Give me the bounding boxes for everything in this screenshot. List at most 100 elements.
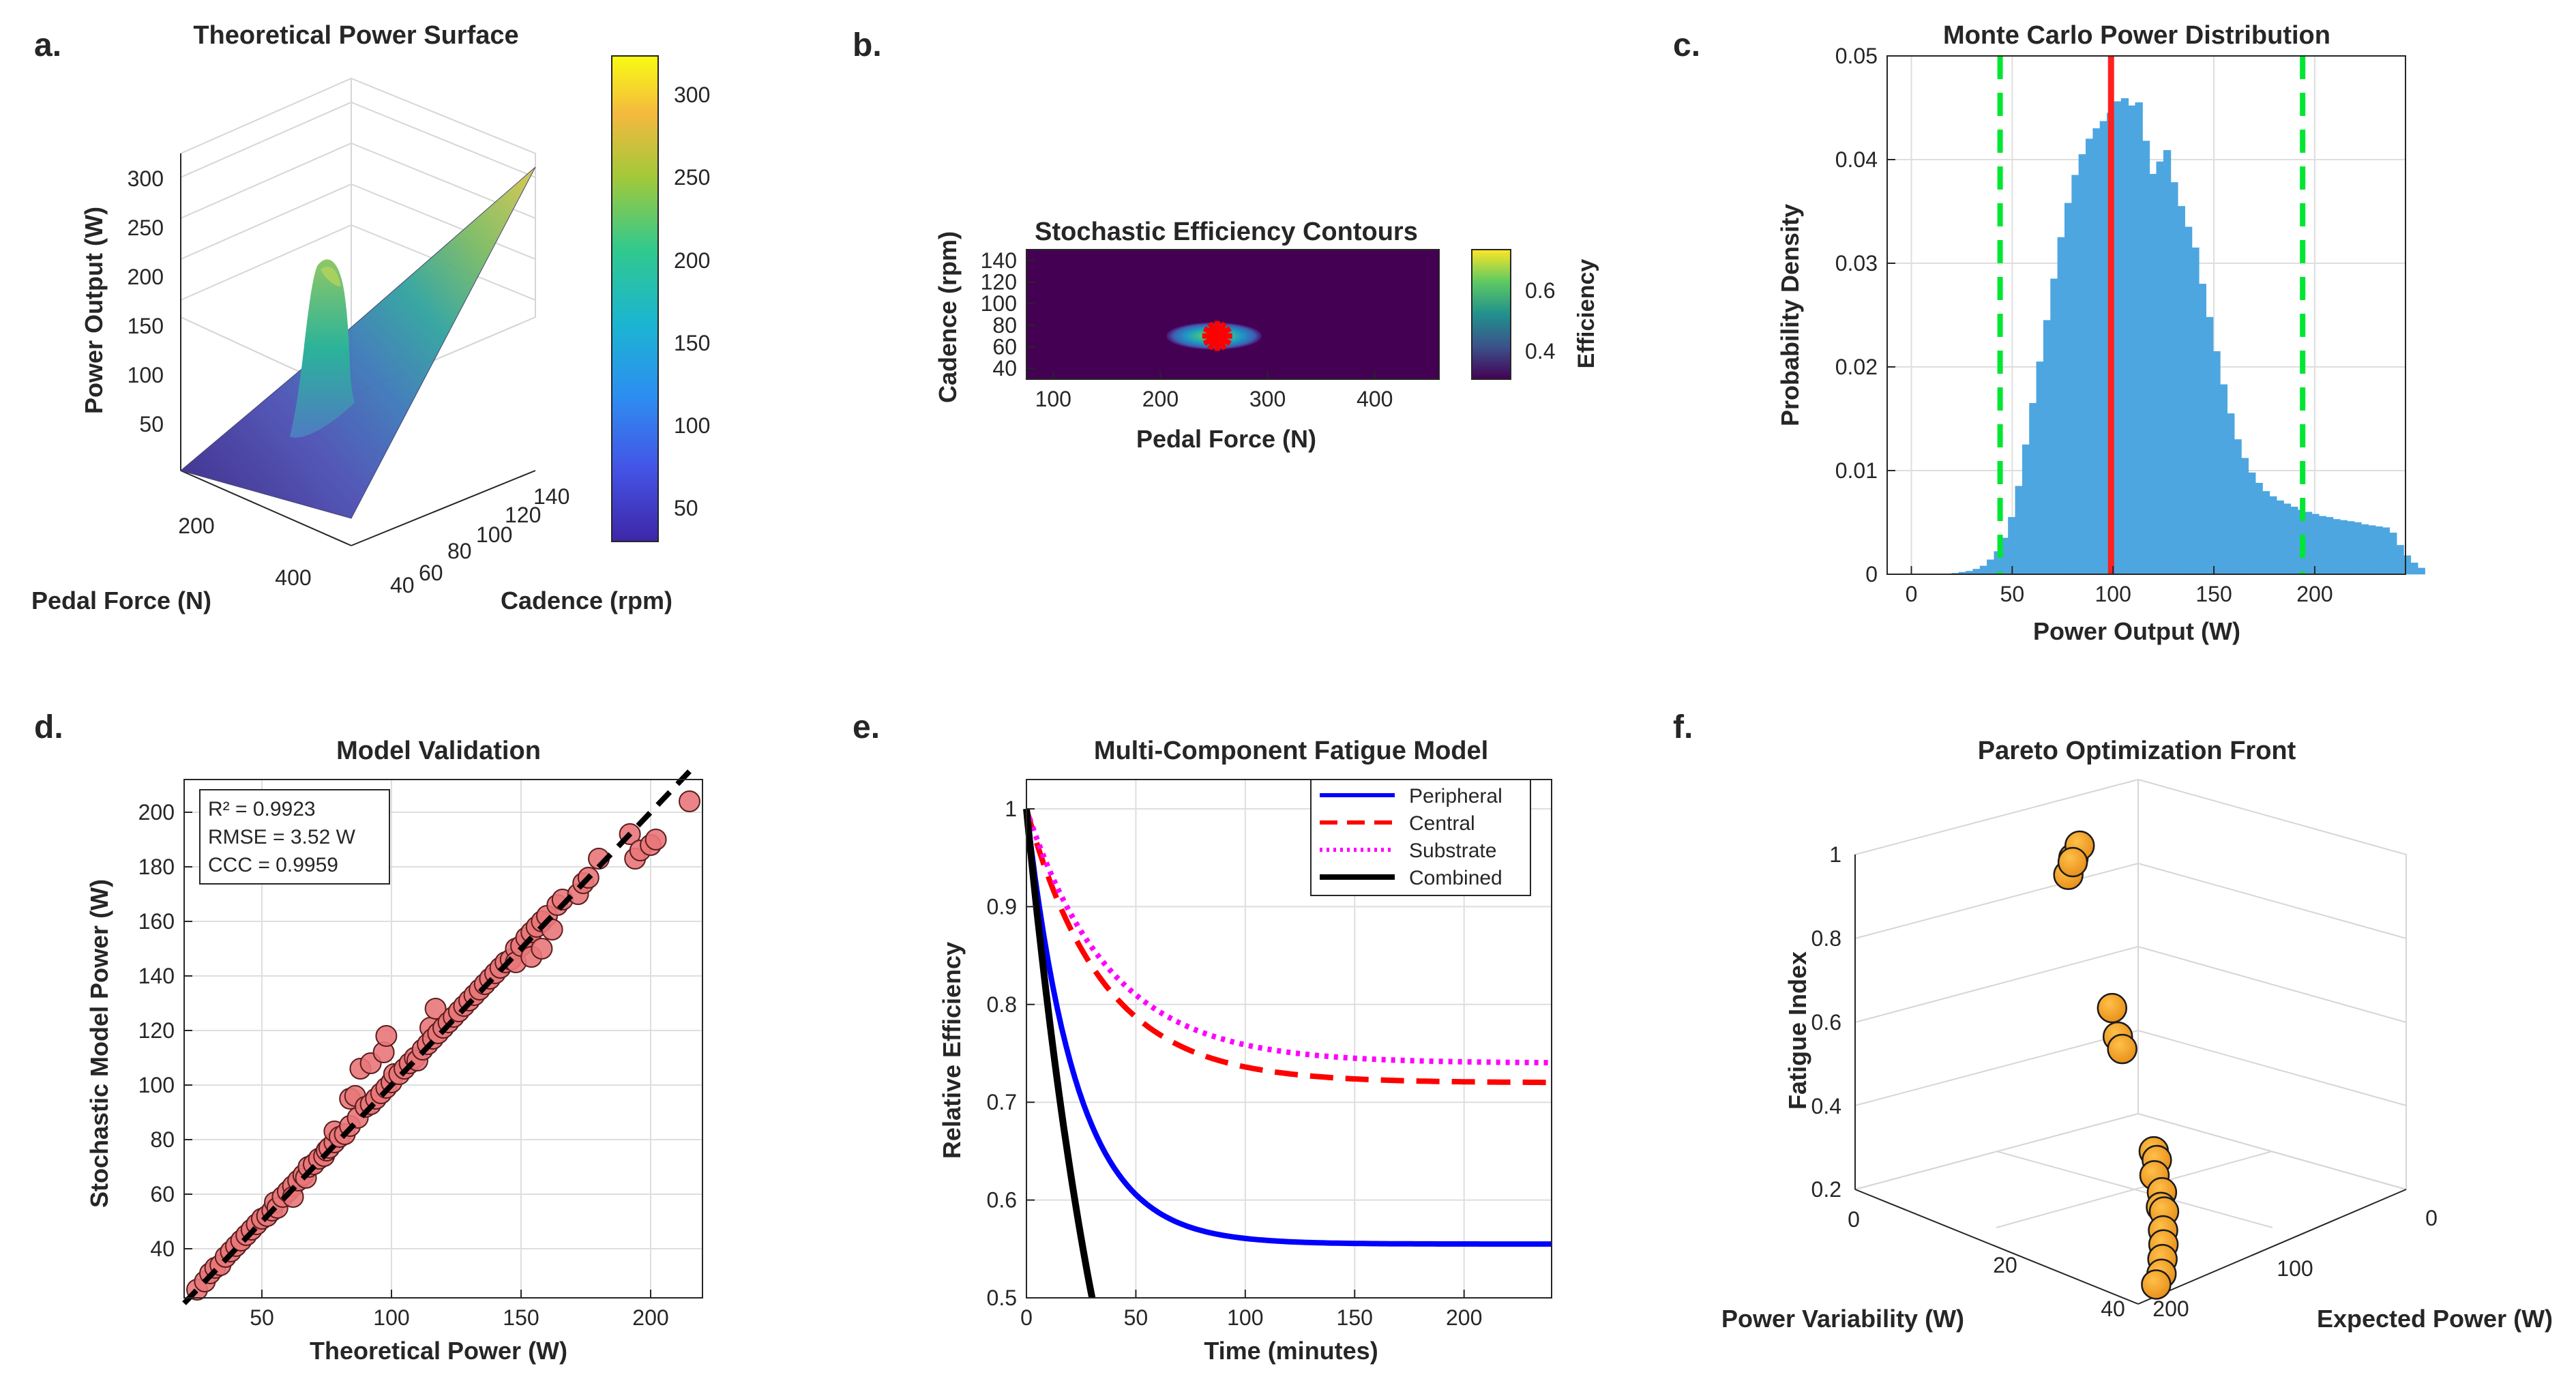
a-cb-tick-4: 250	[674, 165, 710, 190]
y-tick-label-0: 40	[150, 1236, 175, 1261]
panel-f-ylabel: Expected Power (W)	[2317, 1305, 2553, 1333]
pareto-point-3	[2057, 846, 2088, 878]
histogram-bar-16	[2064, 203, 2073, 575]
panel-a-y-ticks: 40 60 80 100 120 140	[390, 484, 569, 597]
y-tick-label-8: 200	[138, 800, 175, 825]
histogram-bar-25	[2128, 105, 2136, 575]
a-cb-tick-0: 50	[674, 496, 698, 520]
panel-e-title: Multi-Component Fatigue Model	[1094, 737, 1488, 765]
histogram-bar-8	[2008, 517, 2016, 575]
y-tick-label-3: 100	[981, 291, 1017, 316]
panel-c-label: c.	[1673, 27, 1700, 63]
panel-a-xlabel: Pedal Force (N)	[31, 587, 211, 614]
panel-a-zlabel: Power Output (W)	[80, 207, 108, 414]
histogram-bar-53	[2325, 517, 2334, 575]
histogram-bar-44	[2262, 491, 2270, 575]
histogram-bar-13	[2043, 320, 2052, 575]
x-tick-label-1: 100	[373, 1305, 409, 1330]
panel-a-ylabel: Cadence (rpm)	[501, 587, 672, 614]
panel-e: e. Multi-Component Fatigue Model 0 50 100 1…	[853, 709, 1552, 1365]
histogram-bar-31	[2170, 182, 2178, 575]
histogram-bar-38	[2219, 384, 2228, 575]
histogram-bar-52	[2318, 516, 2326, 575]
panel-d-label: d.	[34, 709, 63, 745]
y-tick-label-5: 140	[138, 964, 175, 988]
axes-frame	[1886, 55, 2406, 575]
panel-f-zlabel: Fatigue Index	[1783, 951, 1811, 1110]
histogram-bar-37	[2212, 351, 2221, 575]
a-cb-tick-1: 100	[674, 413, 710, 438]
panel-b-xlabel: Pedal Force (N)	[1136, 425, 1316, 453]
histogram-bar-35	[2198, 284, 2206, 575]
panel-a-colorbar	[611, 55, 659, 542]
x-tick-label-3: 150	[1337, 1305, 1373, 1330]
histogram-bar-56	[2346, 521, 2355, 575]
histogram-bar-19	[2086, 138, 2094, 575]
pareto-point-6	[2107, 1033, 2137, 1065]
histogram-bar-51	[2311, 514, 2320, 575]
optimum-marker-stroke-5	[1202, 326, 1232, 346]
histogram-bar-59	[2368, 525, 2376, 575]
panel-d-plot: 50 100 150 200 40 60 80 100 120 140 160 180 200	[138, 769, 703, 1330]
panel-c: c. Monte Carlo Power Distribution 0 50 100…	[1673, 21, 2425, 645]
x-tick-label-3: 200	[632, 1305, 668, 1330]
histogram-bar-45	[2269, 496, 2277, 575]
a-x-tick-1: 400	[275, 565, 311, 590]
histogram-bar-28	[2149, 174, 2157, 575]
y-tick-label-1: 0.01	[1835, 458, 1878, 483]
series-line-substrate	[1024, 807, 1552, 1066]
data-point-96	[679, 790, 700, 812]
f-z-tick-3: 0.8	[1811, 926, 1841, 951]
histogram-bar-20	[2092, 128, 2101, 575]
y-tick-label-4: 120	[981, 270, 1017, 295]
legend-substrate: Substrate	[1409, 840, 1496, 862]
y-tick-label-2: 80	[150, 1127, 175, 1152]
panel-a-label: a.	[34, 27, 61, 63]
histogram-bar-55	[2339, 520, 2348, 575]
panel-d-xlabel: Theoretical Power (W)	[310, 1337, 567, 1365]
f-y-tick-1: 100	[2277, 1256, 2313, 1281]
panel-f-title: Pareto Optimization Front	[1978, 737, 2296, 765]
b-cb-tick-1: 0.6	[1525, 278, 1555, 303]
y-tick-label-4: 120	[138, 1018, 175, 1043]
panel-a-z-ticks: 50 100 150 200 250 300	[128, 166, 164, 436]
y-tick-label-3: 0.8	[987, 992, 1017, 1017]
f-z-tick-1: 0.4	[1811, 1094, 1841, 1118]
f-z-tick-4: 1	[1829, 842, 1841, 867]
power-surface	[179, 166, 536, 519]
panel-c-ylabel: Probability Density	[1776, 204, 1804, 426]
y-tick-label-4: 0.9	[987, 894, 1017, 919]
y-tick-label-5: 1	[1005, 797, 1017, 821]
y-tick-label-5: 0.05	[1835, 44, 1878, 68]
panel-f-z-ticks: 0.2 0.4 0.6 0.8 1	[1811, 842, 1841, 1202]
heatmap-background	[1026, 250, 1439, 379]
histogram-bar-14	[2050, 278, 2058, 575]
histogram-bar-33	[2184, 226, 2193, 575]
f-x-tick-1: 20	[1993, 1253, 2017, 1277]
identity-line	[182, 769, 692, 1305]
y-tick-label-1: 60	[150, 1182, 175, 1206]
x-tick-label-2: 150	[503, 1305, 539, 1330]
a-z-tick-5: 300	[128, 166, 164, 191]
x-tick-label-0: 0	[1020, 1305, 1033, 1330]
histogram-bar-5	[1987, 559, 1995, 575]
x-tick-label-1: 50	[2000, 582, 2025, 606]
axes-frame	[1026, 249, 1440, 380]
histogram-bar-27	[2142, 140, 2150, 575]
histogram-bar-54	[2333, 519, 2341, 575]
histogram-bar-10	[2022, 444, 2030, 575]
x-tick-label-0: 0	[1906, 582, 1918, 606]
stats-ccc: CCC = 0.9959	[208, 854, 338, 876]
histogram-bar-29	[2156, 161, 2164, 575]
a-y-tick-5: 140	[533, 484, 569, 509]
panel-b-ylabel: Cadence (rpm)	[934, 231, 962, 403]
histogram-bar-61	[2382, 527, 2390, 575]
axes-frame	[183, 779, 703, 1299]
data-point-46	[375, 1025, 398, 1047]
histogram-bar-41	[2240, 458, 2249, 575]
panel-b-title: Stochastic Efficiency Contours	[1035, 218, 1418, 246]
x-tick-label-3: 400	[1357, 387, 1393, 411]
f-x-tick-2: 40	[2101, 1296, 2125, 1321]
